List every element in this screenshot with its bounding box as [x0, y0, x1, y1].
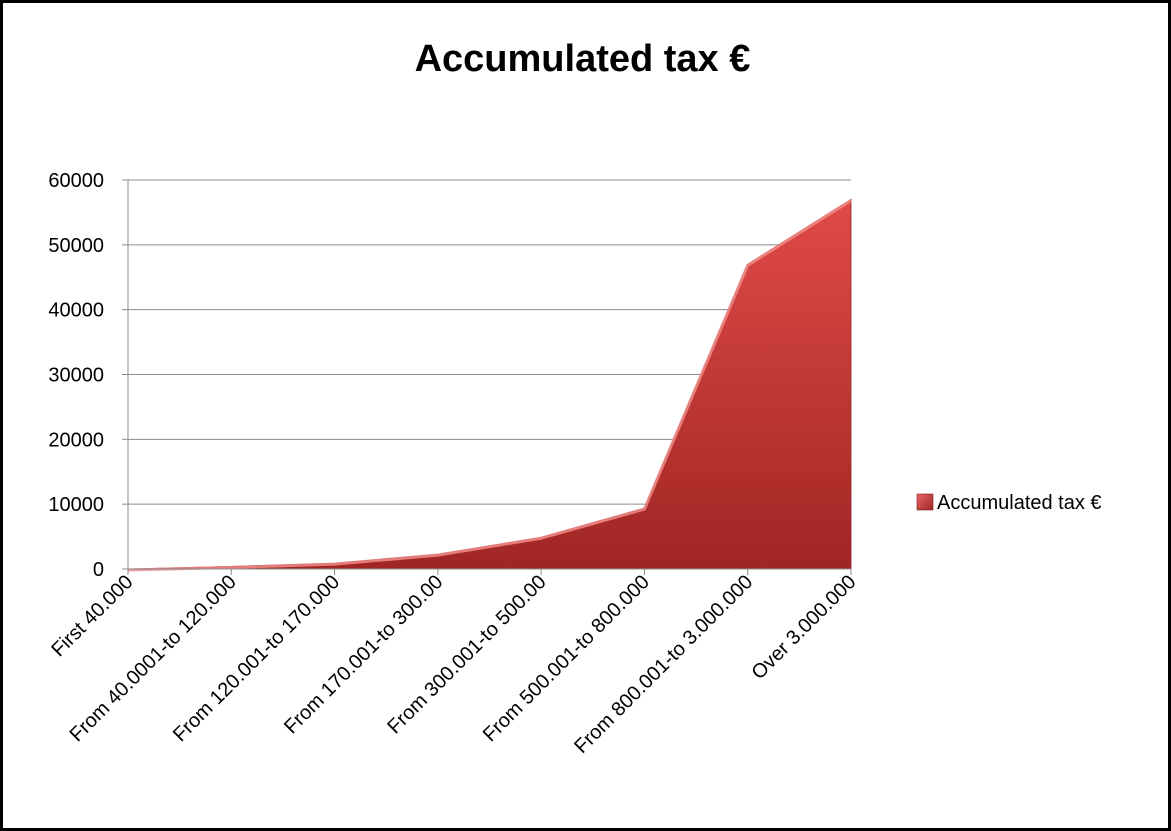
x-tick-label: Over 3.000.000	[747, 571, 860, 684]
y-tick-label: 40000	[48, 300, 104, 322]
area-layer	[127, 198, 852, 572]
y-tick-label: 30000	[48, 365, 104, 387]
x-tick-label: From 500.001-to 800.000	[479, 571, 654, 746]
y-tick-label: 0	[93, 559, 104, 581]
x-tick-label: From 800.001-to 3.000.000	[570, 571, 757, 758]
x-tick-label: From 120.001-to 170.000	[169, 571, 344, 746]
chart-title: Accumulated tax €	[414, 38, 751, 80]
x-tick-label: First 40.000	[47, 571, 137, 661]
y-tick-labels: 0 10000 20000 30000 40000 50000 60000	[48, 170, 104, 581]
axis-layer	[122, 179, 852, 575]
legend: Accumulated tax €	[916, 492, 1102, 514]
y-tick-label: 10000	[48, 494, 104, 516]
legend-swatch	[916, 493, 934, 511]
y-tick-label: 50000	[48, 235, 104, 257]
y-tick-label: 60000	[48, 170, 104, 192]
legend-label: Accumulated tax €	[937, 492, 1102, 514]
y-tick-label: 20000	[48, 429, 104, 451]
area-top-edge	[127, 199, 852, 572]
area-series-accumulated-tax	[127, 198, 852, 570]
x-tick-label: From 40.0001-to 120.000	[66, 571, 241, 746]
